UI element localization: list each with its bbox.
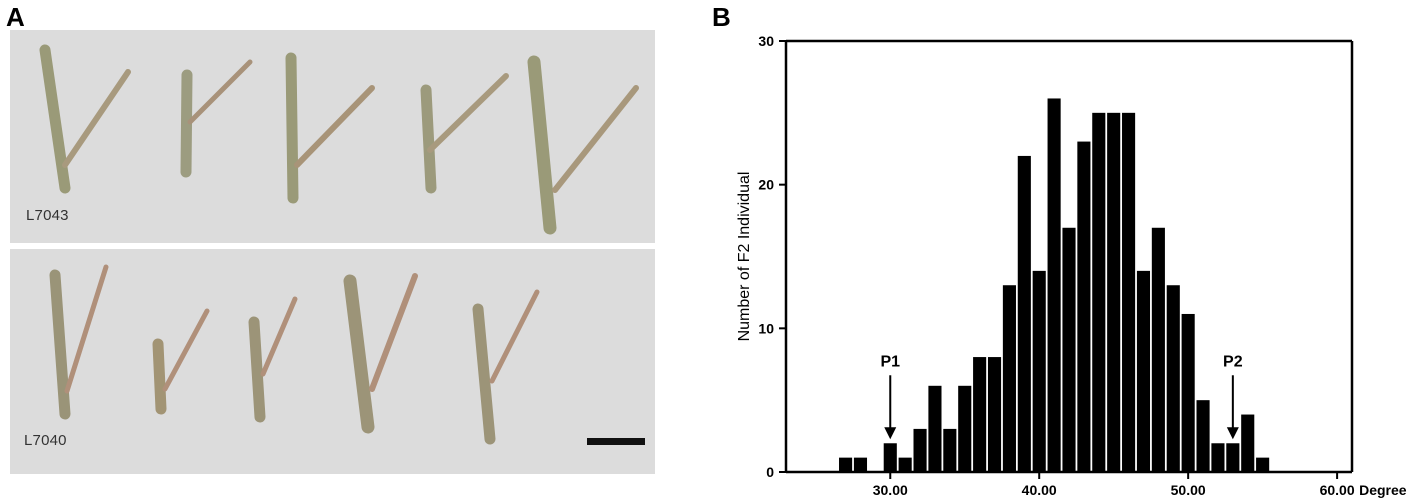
histogram-bar <box>1017 155 1031 472</box>
histogram-bar <box>1181 313 1195 472</box>
branch-photo-l7043: L7043 <box>10 30 655 243</box>
y-tick-label: 0 <box>766 464 774 480</box>
histogram-bar <box>1062 227 1076 472</box>
annotations-group: P1 P2 <box>880 353 1243 440</box>
panel-label-a: A <box>6 2 25 32</box>
histogram-bar <box>943 428 957 472</box>
histogram-bar <box>898 457 912 472</box>
histogram-bar <box>987 357 1002 472</box>
x-ticks-group: 30.00 40.00 50.00 60.00 <box>873 472 1355 498</box>
bars-group <box>839 98 1270 473</box>
histogram-bar <box>1166 285 1180 472</box>
histogram-bar <box>1211 443 1225 472</box>
annotation-label: P1 <box>880 353 900 370</box>
branch-photo-l7043-drawing <box>39 44 639 235</box>
histogram-bar <box>1002 285 1016 472</box>
histogram-bar <box>839 457 853 472</box>
histogram-bar <box>1241 414 1255 472</box>
histogram-bar <box>1151 227 1165 472</box>
x-tick-label: 60.00 <box>1320 482 1355 498</box>
histogram-bar <box>1032 270 1046 472</box>
annotation-label: P2 <box>1223 353 1243 370</box>
histogram-bar <box>1047 98 1061 472</box>
histogram-bar <box>1122 112 1136 472</box>
arrow-head-icon <box>884 427 897 440</box>
y-tick-label: 10 <box>758 320 774 336</box>
y-tick-label: 20 <box>758 177 774 193</box>
histogram-bar <box>883 443 897 472</box>
histogram-bar <box>973 357 987 472</box>
histogram-bar <box>1226 443 1240 472</box>
histogram-bar <box>1196 400 1210 472</box>
scale-bar <box>587 438 645 445</box>
histogram-bar <box>1107 112 1121 472</box>
y-tick-label: 30 <box>758 33 774 49</box>
arrow-head-icon <box>1226 427 1239 440</box>
histogram-bar <box>1136 270 1151 472</box>
x-tick-label: 50.00 <box>1171 482 1206 498</box>
branch-photo-l7040: L7040 <box>10 249 655 474</box>
histogram-bar <box>928 385 942 472</box>
histogram-bar <box>958 385 972 472</box>
line-label-l7040: L7040 <box>24 432 67 449</box>
x-axis-title: Degree <box>1359 482 1407 498</box>
branch-photo-l7040-drawing <box>49 264 540 445</box>
line-label-l7043: L7043 <box>26 207 69 224</box>
histogram-bar <box>1077 141 1091 473</box>
histogram-bar <box>853 457 868 472</box>
histogram-bar <box>1256 457 1270 472</box>
panel-label-b: B <box>712 2 731 32</box>
y-ticks-group: 0 10 20 30 <box>758 33 786 480</box>
x-tick-label: 40.00 <box>1022 482 1057 498</box>
histogram-bar <box>1092 112 1106 472</box>
x-tick-label: 30.00 <box>873 482 908 498</box>
y-axis-title: Number of F2 Individual <box>736 172 753 342</box>
histogram-chart: 0 10 20 30 30.00 40.00 50.00 60.00 Number of F… <box>736 33 1407 498</box>
histogram-bar <box>913 428 927 472</box>
